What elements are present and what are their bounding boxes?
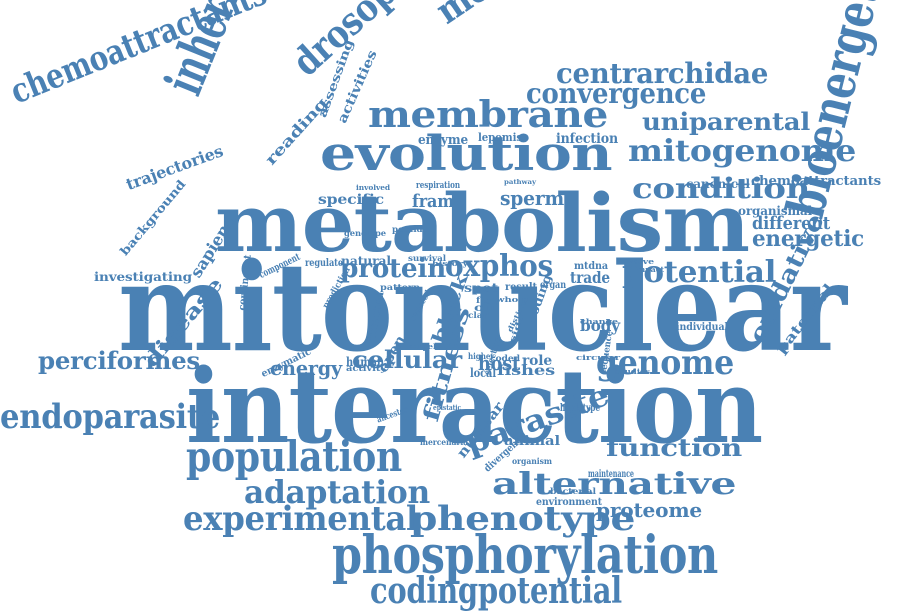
cloud-word: change <box>580 317 619 326</box>
cloud-word: oxphos <box>445 249 554 284</box>
cloud-word: cellular <box>352 345 462 374</box>
cloud-word: trade <box>570 268 610 287</box>
cloud-word: fishes <box>497 363 556 379</box>
cloud-word: mitogenome <box>628 134 857 169</box>
cloud-word: body <box>580 316 621 335</box>
cloud-word: proteome <box>596 498 702 522</box>
cloud-word: melanogaster <box>428 0 652 32</box>
cloud-word: phenotype <box>410 499 636 539</box>
cloud-word: individual <box>676 322 728 333</box>
cloud-word: canonical <box>686 177 750 191</box>
cloud-word: natural <box>341 254 392 268</box>
cloud-word: endoparasite <box>0 397 220 437</box>
cloud-word: frame <box>412 191 465 212</box>
cloud-word: result <box>505 282 538 293</box>
cloud-word: off <box>474 303 496 314</box>
cloud-word: alternative <box>492 467 737 502</box>
cloud-word: studies <box>616 367 651 376</box>
cloud-word: interaction <box>186 347 763 467</box>
cloud-word: experimental <box>183 499 418 539</box>
cloud-word: convergence <box>526 77 707 110</box>
cloud-word: energy <box>270 356 343 380</box>
cloud-word: respiration <box>416 181 461 191</box>
cloud-word: infection <box>556 131 619 147</box>
cloud-word: population <box>186 432 402 481</box>
cloud-word: organ <box>540 280 567 291</box>
cloud-word: haplotype <box>560 403 600 414</box>
cloud-word: membrane <box>368 94 608 136</box>
cloud-word: local <box>470 366 497 380</box>
cloud-word: human <box>346 355 384 369</box>
cloud-word: bacterial <box>550 486 596 496</box>
cloud-word: environment <box>536 497 602 508</box>
cloud-word: codingpotential <box>370 570 622 612</box>
cloud-word: clam <box>468 310 492 320</box>
cloud-word: different <box>752 213 831 234</box>
cloud-word: mitonuclear <box>118 235 847 379</box>
cloud-word: maintenance <box>588 469 634 480</box>
cloud-word: pathway <box>504 179 536 186</box>
cloud-word: energetic <box>752 226 865 252</box>
cloud-word: function <box>606 433 743 462</box>
cloud-word: role <box>522 353 552 369</box>
cloud-word: genotype <box>344 228 387 238</box>
cloud-word: survival <box>408 253 446 263</box>
cloud-word: higher <box>468 351 495 361</box>
cloud-word: potential <box>622 255 777 290</box>
cloud-word: history <box>432 259 468 268</box>
cloud-word: condition <box>632 172 811 205</box>
cloud-word: host <box>478 351 520 375</box>
cloud-word: specific <box>318 192 384 208</box>
cloud-word: fish <box>476 295 496 305</box>
cloud-word: evolution <box>320 126 613 182</box>
cloud-word: impact <box>634 265 665 274</box>
cloud-word: mercenaria <box>420 437 469 447</box>
cloud-word: uniparental <box>642 107 810 136</box>
cloud-word: metabolism <box>215 176 750 270</box>
cloud-word: circular <box>576 353 620 362</box>
cloud-word: lepomis <box>478 131 522 144</box>
cloud-word: epistatic <box>433 403 461 412</box>
cloud-word: regulate <box>305 258 344 269</box>
cloud-word: pattern <box>380 282 421 292</box>
cloud-word: animal <box>504 434 560 449</box>
cloud-word: organismal <box>738 204 813 218</box>
cloud-word: phosphorylation <box>332 525 718 586</box>
cloud-word: involved <box>356 183 391 192</box>
cloud-word: sperm <box>500 186 565 210</box>
cloud-word: genome <box>596 343 734 383</box>
cloud-word: peptide <box>392 224 428 234</box>
cloud-word: enzyme <box>418 133 469 148</box>
cloud-word: activity <box>346 364 387 374</box>
cloud-word: centrarchidae <box>556 57 769 90</box>
cloud-word: chemoattractants <box>4 0 273 113</box>
cloud-word: protein <box>340 254 446 284</box>
cloud-word: chemoattractants <box>751 174 881 189</box>
cloud-word: adaptation <box>244 473 430 511</box>
cloud-word: coded <box>490 353 521 363</box>
cloud-word: spot <box>464 281 499 295</box>
cloud-word: bivalve <box>618 257 654 266</box>
cloud-word: perciformes <box>38 346 200 375</box>
cloud-word: investigating <box>94 270 193 284</box>
cloud-word: mtdna <box>574 261 608 272</box>
cloud-word: organism <box>512 456 552 466</box>
cloud-word: whole <box>496 295 528 304</box>
cloud-word: model <box>408 342 437 351</box>
